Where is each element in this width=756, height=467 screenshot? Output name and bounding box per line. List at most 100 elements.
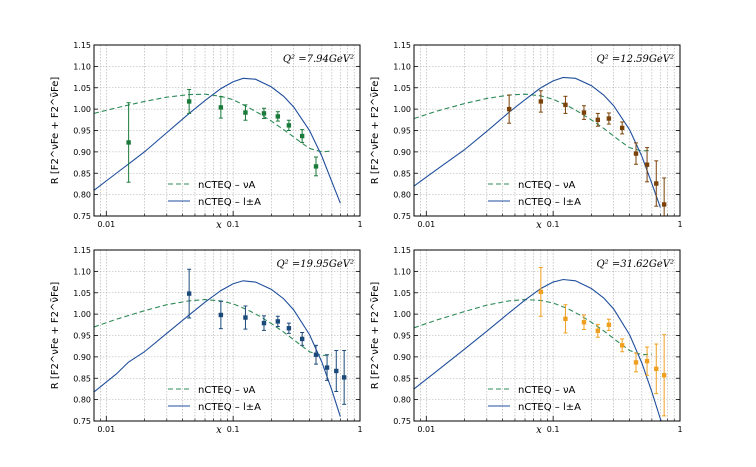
data-point — [633, 352, 639, 373]
data-marker — [186, 99, 192, 104]
y-axis-label: R [F2^νFe + F2^ν̄Fe] — [50, 282, 61, 390]
y-axis-label: R [F2^νFe + F2^ν̄Fe] — [50, 77, 61, 185]
data-point — [313, 344, 319, 365]
y-tick-label: 0.75 — [393, 417, 411, 426]
data-point — [595, 323, 601, 338]
curves — [414, 76, 661, 208]
data-points — [506, 90, 667, 216]
x-axis-label: x — [536, 220, 542, 231]
data-marker — [595, 328, 601, 333]
y-tick-label: 1.15 — [393, 41, 411, 50]
x-tick-label: 0.01 — [97, 425, 115, 434]
x-tick-label: 1 — [357, 425, 362, 434]
data-point — [661, 334, 667, 417]
data-marker — [261, 320, 267, 326]
y-tick-label: 1.15 — [393, 246, 411, 255]
y-tick-label: 0.90 — [73, 353, 91, 362]
nu-a-curve — [94, 299, 332, 357]
y-tick-label: 0.90 — [393, 353, 411, 362]
data-point — [506, 94, 512, 124]
grid — [414, 45, 680, 216]
x-tick-label: 1 — [357, 220, 362, 229]
legend-label: nCTEQ – l±A — [518, 197, 581, 208]
y-tick-label: 0.95 — [393, 127, 411, 136]
curves — [414, 278, 662, 421]
y-tick-label: 1.05 — [73, 84, 91, 93]
legend: nCTEQ – νA nCTEQ – l±A — [168, 385, 261, 413]
data-marker — [595, 117, 601, 123]
data-point — [619, 121, 625, 135]
lepton-a-curve — [414, 76, 661, 208]
data-marker — [619, 125, 625, 131]
q2-annotation: Q² =12.59GeV² — [596, 54, 674, 65]
data-marker — [324, 365, 330, 370]
chart-panel-1: 0.75 0.80 0.85 0.90 0.95 1.00 1.05 1.10 1.15 0.01… — [50, 41, 363, 231]
x-axis-label: x — [216, 220, 222, 231]
legend-label: nCTEQ – νA — [518, 180, 576, 191]
x-tick-label: 0.01 — [97, 220, 115, 229]
y-tick-label: 0.85 — [73, 374, 91, 383]
data-point — [619, 338, 625, 353]
data-marker — [186, 291, 192, 296]
data-point — [538, 90, 544, 113]
y-tick-label: 1.10 — [393, 267, 411, 276]
y-tick-label: 0.85 — [393, 169, 411, 178]
data-point — [644, 147, 650, 183]
y-tick-label: 0.95 — [73, 332, 91, 341]
legend: nCTEQ – νA nCTEQ – l±A — [168, 180, 261, 208]
data-marker — [563, 102, 568, 108]
y-tick-label: 1.00 — [393, 310, 411, 319]
y-tick-label: 1.10 — [393, 62, 411, 71]
y-tick-label: 1.05 — [73, 289, 91, 298]
data-marker — [313, 164, 319, 169]
legend: nCTEQ – νA nCTEQ – l±A — [488, 180, 581, 208]
data-point — [218, 300, 224, 330]
nu-a-curve — [94, 93, 332, 153]
data-point — [563, 304, 568, 334]
y-axis-label: R [F2^νFe + F2^ν̄Fe] — [370, 77, 381, 185]
data-point — [538, 267, 544, 317]
y-tick-label: 1.05 — [393, 289, 411, 298]
legend-label: nCTEQ – l±A — [518, 402, 581, 413]
y-tick-label: 1.05 — [393, 84, 411, 93]
y-tick-label: 0.80 — [393, 191, 411, 200]
data-point — [654, 160, 659, 207]
y-tick-label: 0.85 — [393, 374, 411, 383]
data-point — [563, 95, 568, 114]
x-tick-label: 0.1 — [547, 220, 560, 229]
curves — [94, 280, 341, 417]
chart-panel-3: 0.75 0.80 0.85 0.90 0.95 1.00 1.05 1.10 1.15 0.01… — [50, 246, 363, 436]
y-tick-label: 0.95 — [393, 332, 411, 341]
plot-frame — [93, 249, 361, 422]
y-tick-label: 0.80 — [73, 396, 91, 405]
plot-frame — [93, 44, 361, 217]
y-tick-label: 1.10 — [73, 62, 91, 71]
data-marker — [299, 336, 305, 342]
y-tick-label: 0.95 — [73, 127, 91, 136]
data-point — [243, 104, 248, 121]
data-point — [275, 111, 281, 122]
grid — [94, 250, 360, 421]
data-marker — [299, 133, 305, 139]
nu-a-curve — [414, 93, 652, 152]
plot-frame — [413, 249, 681, 422]
data-marker — [334, 368, 339, 374]
y-tick-label: 1.15 — [73, 246, 91, 255]
data-marker — [606, 322, 612, 328]
data-point — [261, 315, 267, 331]
data-marker — [313, 352, 319, 357]
data-marker — [654, 181, 659, 186]
y-tick-label: 0.75 — [73, 212, 91, 221]
legend-label: nCTEQ – νA — [198, 385, 256, 396]
data-marker — [218, 105, 224, 110]
data-marker — [341, 375, 347, 380]
data-point — [186, 88, 192, 114]
y-tick-label: 0.90 — [73, 148, 91, 157]
y-tick-label: 0.75 — [393, 212, 411, 221]
x-tick-label: 1 — [677, 425, 682, 434]
data-marker — [633, 151, 639, 156]
data-point — [324, 354, 330, 381]
data-point — [633, 142, 639, 165]
y-tick-label: 1.00 — [73, 105, 91, 114]
y-tick-label: 0.85 — [73, 169, 91, 178]
